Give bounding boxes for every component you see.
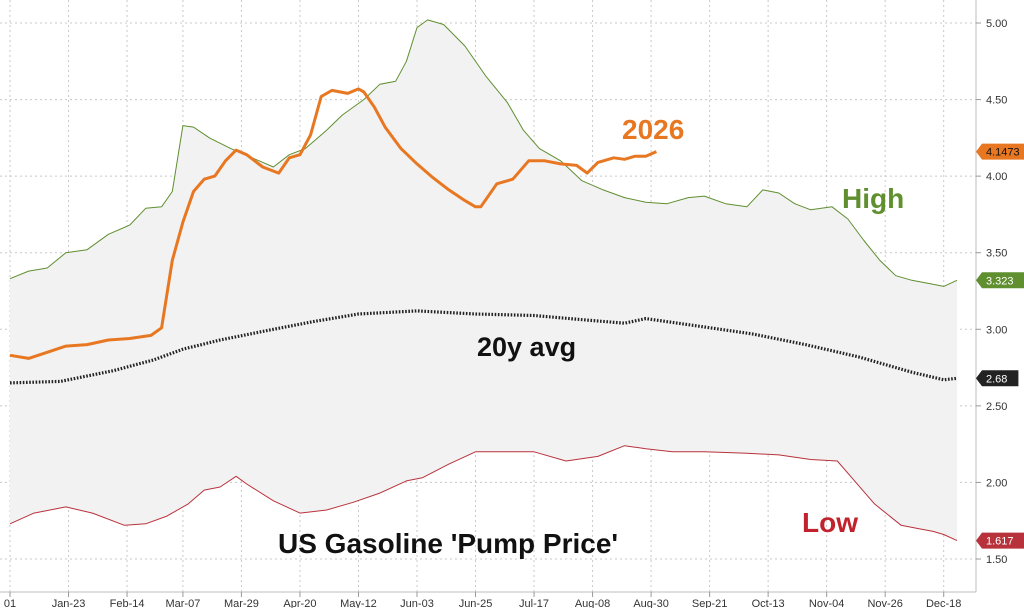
series-line-2026 bbox=[9, 87, 657, 360]
x-tick-label: Mar-07 bbox=[165, 598, 200, 608]
annotation-20y-avg: 20y avg bbox=[477, 332, 576, 362]
last-value-label: 4.1473 bbox=[986, 147, 1020, 159]
y-tick-label: 4.50 bbox=[986, 95, 1007, 107]
x-tick-label: Jun-25 bbox=[459, 598, 493, 608]
y-tick-label: 2.50 bbox=[986, 401, 1007, 413]
last-value-badge-20y-avg bbox=[976, 370, 1019, 387]
y-tick-label: 3.50 bbox=[986, 248, 1007, 260]
last-value-label: 3.323 bbox=[986, 275, 1014, 287]
series-line-20y-avg bbox=[9, 309, 958, 385]
y-tick-label: 5.00 bbox=[986, 18, 1007, 30]
x-tick-label: Nov-04 bbox=[809, 598, 844, 608]
last-value-label: 2.68 bbox=[986, 373, 1007, 385]
high-low-band bbox=[10, 19, 957, 541]
series-layer bbox=[9, 19, 958, 542]
x-tick-label: 01 bbox=[4, 598, 16, 608]
x-tick-label: Apr-20 bbox=[283, 598, 316, 608]
last-value-badge-2026 bbox=[976, 143, 1024, 160]
x-tick-label: Aug-08 bbox=[575, 598, 610, 608]
x-tick-label: Jun-03 bbox=[400, 598, 434, 608]
y-tick-label: 3.00 bbox=[986, 324, 1007, 336]
annotation-high: High bbox=[842, 183, 904, 214]
x-tick-label: Nov-26 bbox=[867, 598, 902, 608]
series-line-low bbox=[9, 445, 958, 542]
last-value-badge-high bbox=[976, 272, 1024, 289]
annotation-low: Low bbox=[802, 507, 858, 538]
last-value-label: 1.617 bbox=[986, 536, 1014, 548]
last-value-badges: 3.323 4.1473 2.68 1.617 bbox=[976, 143, 1024, 549]
annotation-2026: 2026 bbox=[622, 114, 684, 145]
last-value-badge-low bbox=[976, 532, 1024, 549]
x-tick-label: Dec-18 bbox=[926, 598, 961, 608]
x-tick-label: Mar-29 bbox=[224, 598, 259, 608]
x-tick-label: May-12 bbox=[340, 598, 377, 608]
chart-title: US Gasoline 'Pump Price' bbox=[278, 528, 618, 559]
x-axis-ticks: 01 Jan-23 Feb-14 Mar-07 Mar-29 Apr-20 May-12 Ju… bbox=[4, 592, 961, 608]
x-tick-label: Jul-17 bbox=[519, 598, 549, 608]
y-tick-label: 4.00 bbox=[986, 171, 1007, 183]
y-axis-ticks: 1.50 2.00 2.50 3.00 3.50 4.00 4.50 5.00 bbox=[976, 18, 1007, 566]
x-tick-label: Feb-14 bbox=[110, 598, 145, 608]
series-line-high bbox=[9, 19, 958, 287]
y-tick-label: 1.50 bbox=[986, 554, 1007, 566]
y-tick-label: 2.00 bbox=[986, 477, 1007, 489]
x-tick-label: Oct-13 bbox=[752, 598, 785, 608]
x-tick-label: Aug-30 bbox=[633, 598, 668, 608]
x-tick-label: Jan-23 bbox=[52, 598, 86, 608]
x-tick-label: Sep-21 bbox=[692, 598, 727, 608]
